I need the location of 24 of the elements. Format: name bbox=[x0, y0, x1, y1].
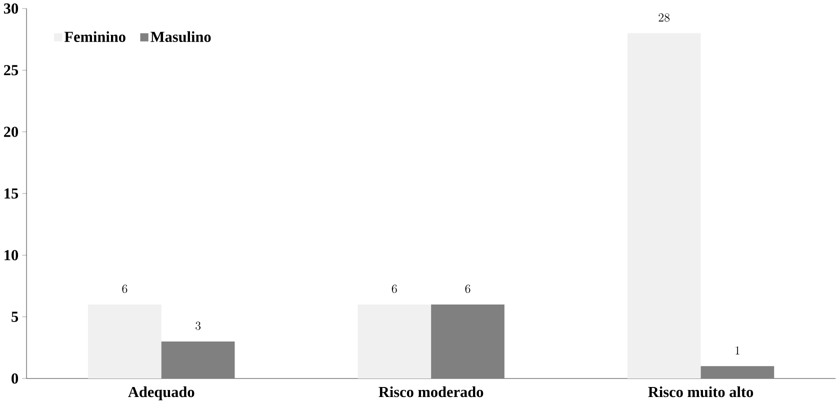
bar bbox=[700, 366, 774, 379]
x-tick-label: Risco muito alto bbox=[648, 386, 754, 398]
data-label: 3 bbox=[196, 322, 201, 330]
y-tick-label: 20 bbox=[4, 126, 18, 138]
legend-label: Feminino bbox=[64, 31, 126, 42]
y-tick-label: 15 bbox=[4, 188, 18, 199]
x-tick-label: Risco moderado bbox=[378, 386, 484, 398]
data-label: 6 bbox=[465, 284, 470, 294]
data-label: 1 bbox=[736, 346, 740, 355]
y-tick-label: 5 bbox=[12, 312, 18, 322]
y-tick-label: 25 bbox=[4, 65, 18, 76]
bar bbox=[431, 304, 504, 379]
y-tick-label: 10 bbox=[4, 250, 18, 260]
bar bbox=[358, 304, 432, 379]
data-label: 6 bbox=[392, 284, 397, 294]
data-label: 28 bbox=[658, 14, 670, 22]
data-label: 6 bbox=[122, 284, 128, 294]
legend-label: Masulino bbox=[150, 31, 211, 42]
y-tick-label: 0 bbox=[12, 374, 18, 384]
bar bbox=[627, 33, 701, 379]
y-tick-label: 30 bbox=[4, 4, 18, 14]
bar bbox=[161, 342, 235, 379]
x-tick-label: Adequado bbox=[128, 386, 194, 400]
bar bbox=[88, 304, 162, 379]
